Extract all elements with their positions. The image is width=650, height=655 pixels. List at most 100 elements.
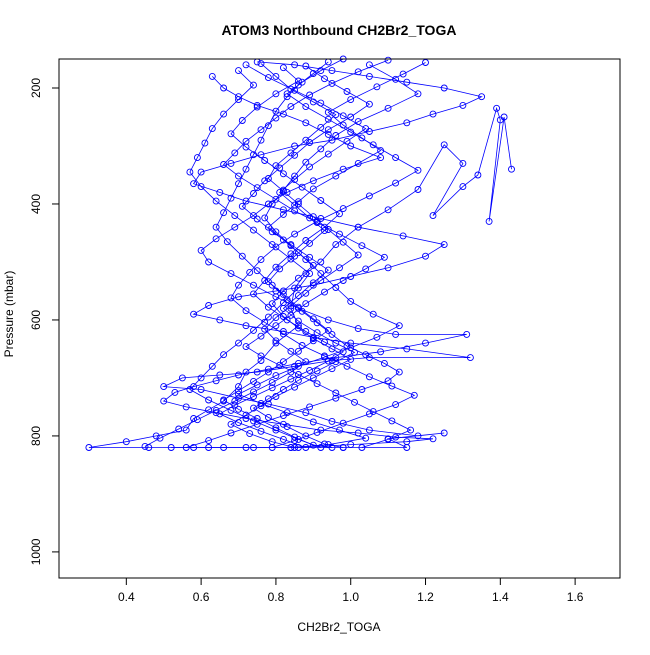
series-4-point-19 <box>369 310 377 318</box>
series-10-point-27 <box>309 374 317 382</box>
series-6-point-32 <box>339 419 347 427</box>
series-6-point-19 <box>235 281 242 289</box>
series-9-point-18 <box>250 290 257 298</box>
series-6-point-27 <box>365 373 373 381</box>
series-11-point-3 <box>343 88 351 95</box>
series-8-point-23 <box>287 311 295 319</box>
series-2-point-7 <box>324 130 332 138</box>
series-9-point-34 <box>302 444 310 451</box>
series-11-point-13 <box>253 215 261 223</box>
series-9-point-20 <box>283 316 291 324</box>
series-4-point-17 <box>332 284 340 291</box>
series-8-point-36 <box>384 435 392 443</box>
series-12-point-17 <box>276 265 284 273</box>
series-6-point-4 <box>283 90 291 98</box>
series-1-point-59 <box>216 316 224 324</box>
series-12-point-13 <box>306 214 314 222</box>
series-9-point-3 <box>272 90 280 98</box>
series-6-point-25 <box>321 352 328 360</box>
series-2-point-27 <box>422 339 429 347</box>
series-6-point-33 <box>313 428 321 436</box>
series-7-line <box>144 63 359 447</box>
series-1-point-66 <box>384 264 392 272</box>
series-12-point-23 <box>309 337 317 345</box>
series-2-point-19 <box>227 270 235 278</box>
series-11-point-32 <box>283 423 291 431</box>
series-10-point-7 <box>358 134 366 142</box>
series-2-point-12 <box>283 188 291 196</box>
series-9-point-24 <box>324 357 332 365</box>
series-2-line <box>162 76 467 448</box>
series-7-point-27 <box>268 379 276 387</box>
series-7-point-3 <box>287 85 295 93</box>
series-1-point-84 <box>459 101 467 109</box>
series-layer <box>85 55 515 451</box>
series-8-point-22 <box>302 300 310 308</box>
series-1-point-8 <box>429 212 437 220</box>
series-11-point-6 <box>324 126 332 134</box>
series-8-point-30 <box>313 380 321 388</box>
series-9-point-15 <box>287 250 295 258</box>
series-9-point-8 <box>261 157 269 164</box>
series-10-point-18 <box>294 274 302 282</box>
series-10-point-8 <box>377 147 385 155</box>
series-3-point-19 <box>298 307 306 315</box>
series-11-point-12 <box>238 202 246 210</box>
series-1-point-79 <box>291 142 299 150</box>
series-6-point-29 <box>410 391 418 399</box>
series-12-point-9 <box>306 163 314 171</box>
series-2-point-25 <box>392 330 400 338</box>
series-3-point-11 <box>227 194 235 202</box>
series-12-point-2 <box>264 74 272 82</box>
series-12-point-18 <box>264 278 272 286</box>
series-5-point-6 <box>201 139 209 147</box>
series-1-point-69 <box>399 232 407 240</box>
series-1-point-41 <box>328 417 336 425</box>
series-11-point-22 <box>313 329 321 337</box>
series-10-point-32 <box>227 420 235 428</box>
series-4-point-32 <box>362 434 370 442</box>
series-10-point-15 <box>279 236 287 244</box>
series-7-point-32 <box>175 425 183 433</box>
series-3-point-13 <box>212 223 220 231</box>
series-2-point-17 <box>197 246 205 254</box>
series-3-point-6 <box>264 122 272 130</box>
series-6-point-31 <box>365 410 373 418</box>
series-2-point-24 <box>354 325 362 333</box>
x-tick-label-2: 0.6 <box>193 590 210 604</box>
series-2-point-28 <box>377 348 385 356</box>
series-1-point-53 <box>466 354 474 362</box>
series-2-point-5 <box>279 110 287 118</box>
series-1-point-1 <box>508 165 515 173</box>
series-11-point-24 <box>351 348 358 356</box>
series-10-point-21 <box>279 313 287 320</box>
series-3-point-21 <box>328 330 336 338</box>
series-4-point-29 <box>283 409 291 417</box>
series-7-point-18 <box>317 277 325 284</box>
series-3-point-27 <box>358 386 366 393</box>
series-5-point-25 <box>205 396 213 404</box>
series-11-point-8 <box>291 151 299 159</box>
series-8-point-9 <box>231 149 239 157</box>
series-1-point-25 <box>205 406 213 414</box>
series-2-point-2 <box>220 84 228 92</box>
series-11-point-19 <box>294 292 302 300</box>
series-3-point-10 <box>235 180 242 188</box>
x-tick-label-5: 1.2 <box>417 590 434 604</box>
series-4-point-24 <box>294 362 302 370</box>
series-5-point-3 <box>235 96 242 104</box>
series-4-point-25 <box>272 372 280 380</box>
series-1-point-57 <box>279 328 287 335</box>
series-7-point-16 <box>354 251 362 259</box>
series-7-point-22 <box>261 325 269 333</box>
chart-title: ATOM3 Northbound CH2Br2_TOGA <box>222 22 457 38</box>
series-1-point-4 <box>496 116 504 124</box>
series-4-point-26 <box>253 381 261 389</box>
series-2-point-40 <box>279 420 287 428</box>
series-5-point-11 <box>231 212 239 220</box>
series-6-point-2 <box>317 67 325 75</box>
series-11-point-14 <box>268 228 276 236</box>
series-10-point-10 <box>332 172 340 180</box>
